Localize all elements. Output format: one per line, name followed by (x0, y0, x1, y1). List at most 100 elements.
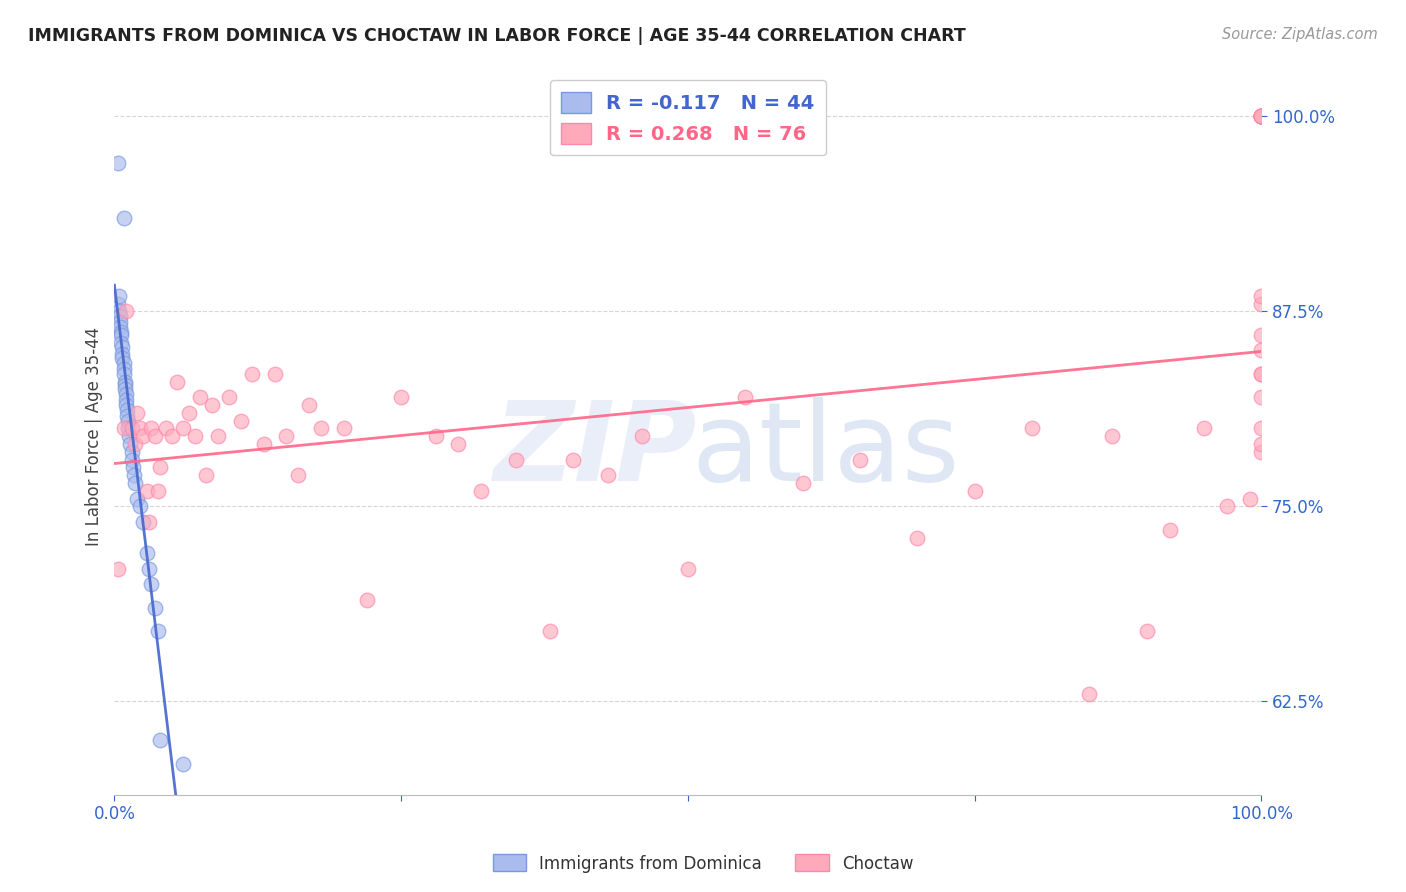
Point (1250, 110, 1272, 124)
Point (138, 562, 160, 576)
Point (276, 429, 298, 443)
Point (115, 402, 138, 417)
Point (121, 445, 143, 459)
Point (111, 340, 134, 354)
Point (1250, 367, 1272, 381)
Point (1216, 500, 1239, 514)
Text: ZIP: ZIP (495, 397, 697, 504)
Point (143, 429, 166, 443)
Point (1250, 110, 1272, 124)
Point (115, 304, 138, 318)
Point (108, 320, 131, 334)
Point (112, 356, 135, 370)
Point (135, 483, 157, 498)
Point (177, 406, 200, 420)
Point (124, 437, 146, 451)
Point (146, 483, 169, 498)
Point (1021, 421, 1043, 435)
Point (201, 398, 224, 412)
Point (132, 429, 155, 443)
Point (596, 468, 619, 483)
Point (117, 414, 139, 428)
Point (425, 429, 447, 443)
Point (120, 437, 142, 451)
Point (115, 393, 138, 408)
Point (155, 421, 177, 435)
Point (107, 296, 129, 310)
Point (146, 624, 169, 639)
Point (1250, 110, 1272, 124)
Point (1250, 110, 1272, 124)
Point (107, 156, 129, 170)
Point (1250, 390, 1272, 404)
Point (287, 468, 309, 483)
Point (139, 421, 162, 435)
Point (1078, 687, 1101, 701)
Point (229, 414, 252, 428)
Point (115, 387, 138, 401)
Point (905, 531, 928, 545)
Y-axis label: In Labor Force | Age 35-44: In Labor Force | Age 35-44 (86, 326, 103, 546)
Point (108, 315, 131, 329)
Point (114, 375, 136, 389)
Point (562, 452, 585, 467)
Point (143, 600, 166, 615)
Point (135, 546, 157, 560)
Point (110, 335, 132, 350)
Point (963, 483, 986, 498)
Point (1250, 289, 1272, 303)
Point (792, 476, 814, 491)
Point (132, 515, 155, 529)
Point (1192, 421, 1215, 435)
Text: IMMIGRANTS FROM DOMINICA VS CHOCTAW IN LABOR FORCE | AGE 35-44 CORRELATION CHART: IMMIGRANTS FROM DOMINICA VS CHOCTAW IN L… (28, 27, 966, 45)
Legend: R = -0.117   N = 44, R = 0.268   N = 76: R = -0.117 N = 44, R = 0.268 N = 76 (550, 80, 827, 155)
Point (121, 421, 143, 435)
Point (240, 367, 263, 381)
Legend: Immigrants from Dominica, Choctaw: Immigrants from Dominica, Choctaw (486, 847, 920, 880)
Point (111, 351, 134, 366)
Point (447, 437, 470, 451)
Point (166, 375, 188, 389)
Point (505, 452, 527, 467)
Point (114, 383, 136, 397)
Point (118, 429, 141, 443)
Point (1159, 523, 1181, 537)
Point (207, 429, 229, 443)
Point (1250, 343, 1272, 358)
Point (676, 562, 699, 576)
Point (252, 437, 274, 451)
Point (112, 362, 135, 376)
Point (849, 452, 872, 467)
Point (115, 409, 138, 423)
Point (112, 367, 135, 381)
Point (172, 756, 194, 771)
Point (1250, 327, 1272, 342)
Point (108, 304, 131, 318)
Point (114, 377, 136, 392)
Point (218, 390, 240, 404)
Point (1250, 110, 1272, 124)
Point (128, 421, 150, 435)
Point (309, 421, 332, 435)
Point (1250, 296, 1272, 310)
Point (1250, 445, 1272, 459)
Point (149, 733, 172, 747)
Point (470, 483, 492, 498)
Point (115, 398, 138, 412)
Point (1250, 437, 1272, 451)
Point (1250, 110, 1272, 124)
Point (117, 421, 139, 435)
Point (1239, 491, 1261, 506)
Text: atlas: atlas (692, 397, 960, 504)
Point (172, 421, 194, 435)
Point (160, 429, 183, 443)
Point (538, 624, 561, 639)
Point (1101, 429, 1123, 443)
Point (356, 593, 378, 607)
Point (127, 491, 149, 506)
Point (1136, 624, 1159, 639)
Point (631, 429, 654, 443)
Point (139, 577, 162, 591)
Point (112, 421, 135, 435)
Point (110, 327, 132, 342)
